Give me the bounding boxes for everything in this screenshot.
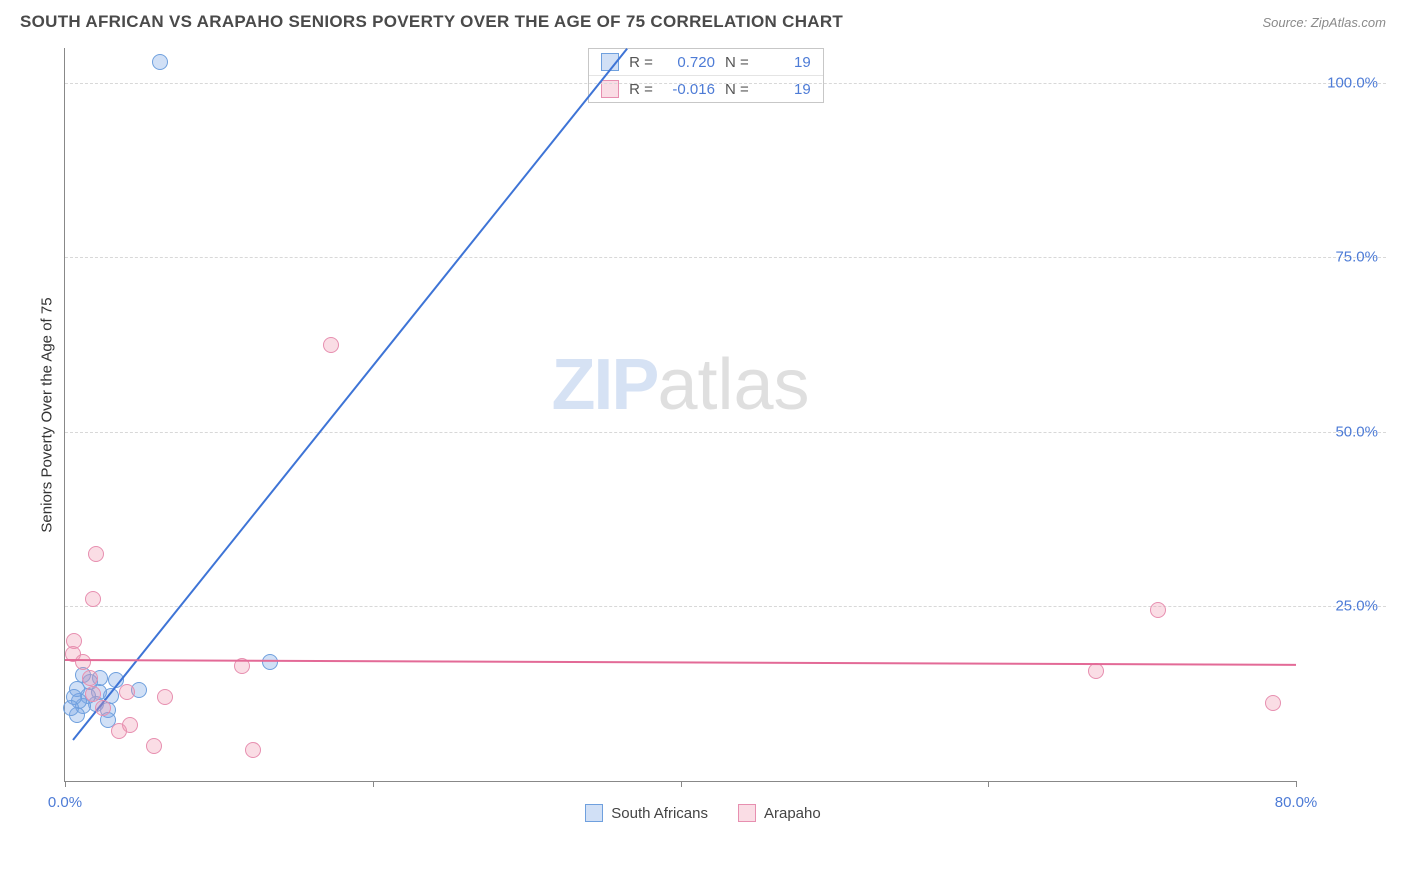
legend-swatch-series-0 <box>585 804 603 822</box>
x-tick <box>1296 781 1297 787</box>
chart-title: SOUTH AFRICAN VS ARAPAHO SENIORS POVERTY… <box>20 12 843 32</box>
stats-n-value: 19 <box>759 54 811 71</box>
chart-header: SOUTH AFRICAN VS ARAPAHO SENIORS POVERTY… <box>0 0 1406 40</box>
chart-legend: South Africans Arapaho <box>20 804 1386 822</box>
plot-area: Seniors Poverty Over the Age of 75 ZIPat… <box>64 48 1296 782</box>
watermark: ZIPatlas <box>551 344 809 426</box>
correlation-stats-box: R = 0.720 N = 19 R = -0.016 N = 19 <box>588 48 824 103</box>
data-point <box>146 738 162 754</box>
data-point <box>85 686 101 702</box>
y-tick-label: 25.0% <box>1335 598 1378 615</box>
y-tick-label: 100.0% <box>1327 74 1378 91</box>
data-point <box>1150 602 1166 618</box>
source-name: ZipAtlas.com <box>1311 15 1386 30</box>
data-point <box>1265 695 1281 711</box>
data-point <box>85 591 101 607</box>
gridline <box>65 432 1386 433</box>
legend-label: South Africans <box>611 805 708 822</box>
data-point <box>245 742 261 758</box>
stats-r-label: R = <box>629 54 653 71</box>
data-point <box>323 337 339 353</box>
watermark-atlas: atlas <box>657 345 809 425</box>
data-point <box>119 684 135 700</box>
source-attribution: Source: ZipAtlas.com <box>1262 15 1386 30</box>
data-point <box>111 723 127 739</box>
legend-item: South Africans <box>585 804 708 822</box>
gridline <box>65 606 1386 607</box>
data-point <box>157 689 173 705</box>
legend-swatch-series-1 <box>738 804 756 822</box>
gridline <box>65 83 1386 84</box>
data-point <box>88 546 104 562</box>
source-prefix: Source: <box>1262 15 1310 30</box>
data-point <box>82 670 98 686</box>
chart-container: Seniors Poverty Over the Age of 75 ZIPat… <box>20 40 1386 830</box>
data-point <box>152 54 168 70</box>
stats-r-value: 0.720 <box>663 54 715 71</box>
legend-item: Arapaho <box>738 804 821 822</box>
data-point <box>63 700 79 716</box>
x-tick <box>373 781 374 787</box>
data-point <box>262 654 278 670</box>
gridline <box>65 257 1386 258</box>
x-tick <box>988 781 989 787</box>
data-point <box>95 700 111 716</box>
y-tick-label: 75.0% <box>1335 249 1378 266</box>
x-tick <box>681 781 682 787</box>
y-tick-label: 50.0% <box>1335 423 1378 440</box>
stats-n-label: N = <box>725 54 749 71</box>
legend-label: Arapaho <box>764 805 821 822</box>
data-point <box>75 654 91 670</box>
watermark-zip: ZIP <box>551 345 657 425</box>
stats-row: R = -0.016 N = 19 <box>589 76 823 102</box>
x-tick <box>65 781 66 787</box>
trend-line <box>72 48 628 740</box>
y-axis-title: Seniors Poverty Over the Age of 75 <box>39 297 56 532</box>
